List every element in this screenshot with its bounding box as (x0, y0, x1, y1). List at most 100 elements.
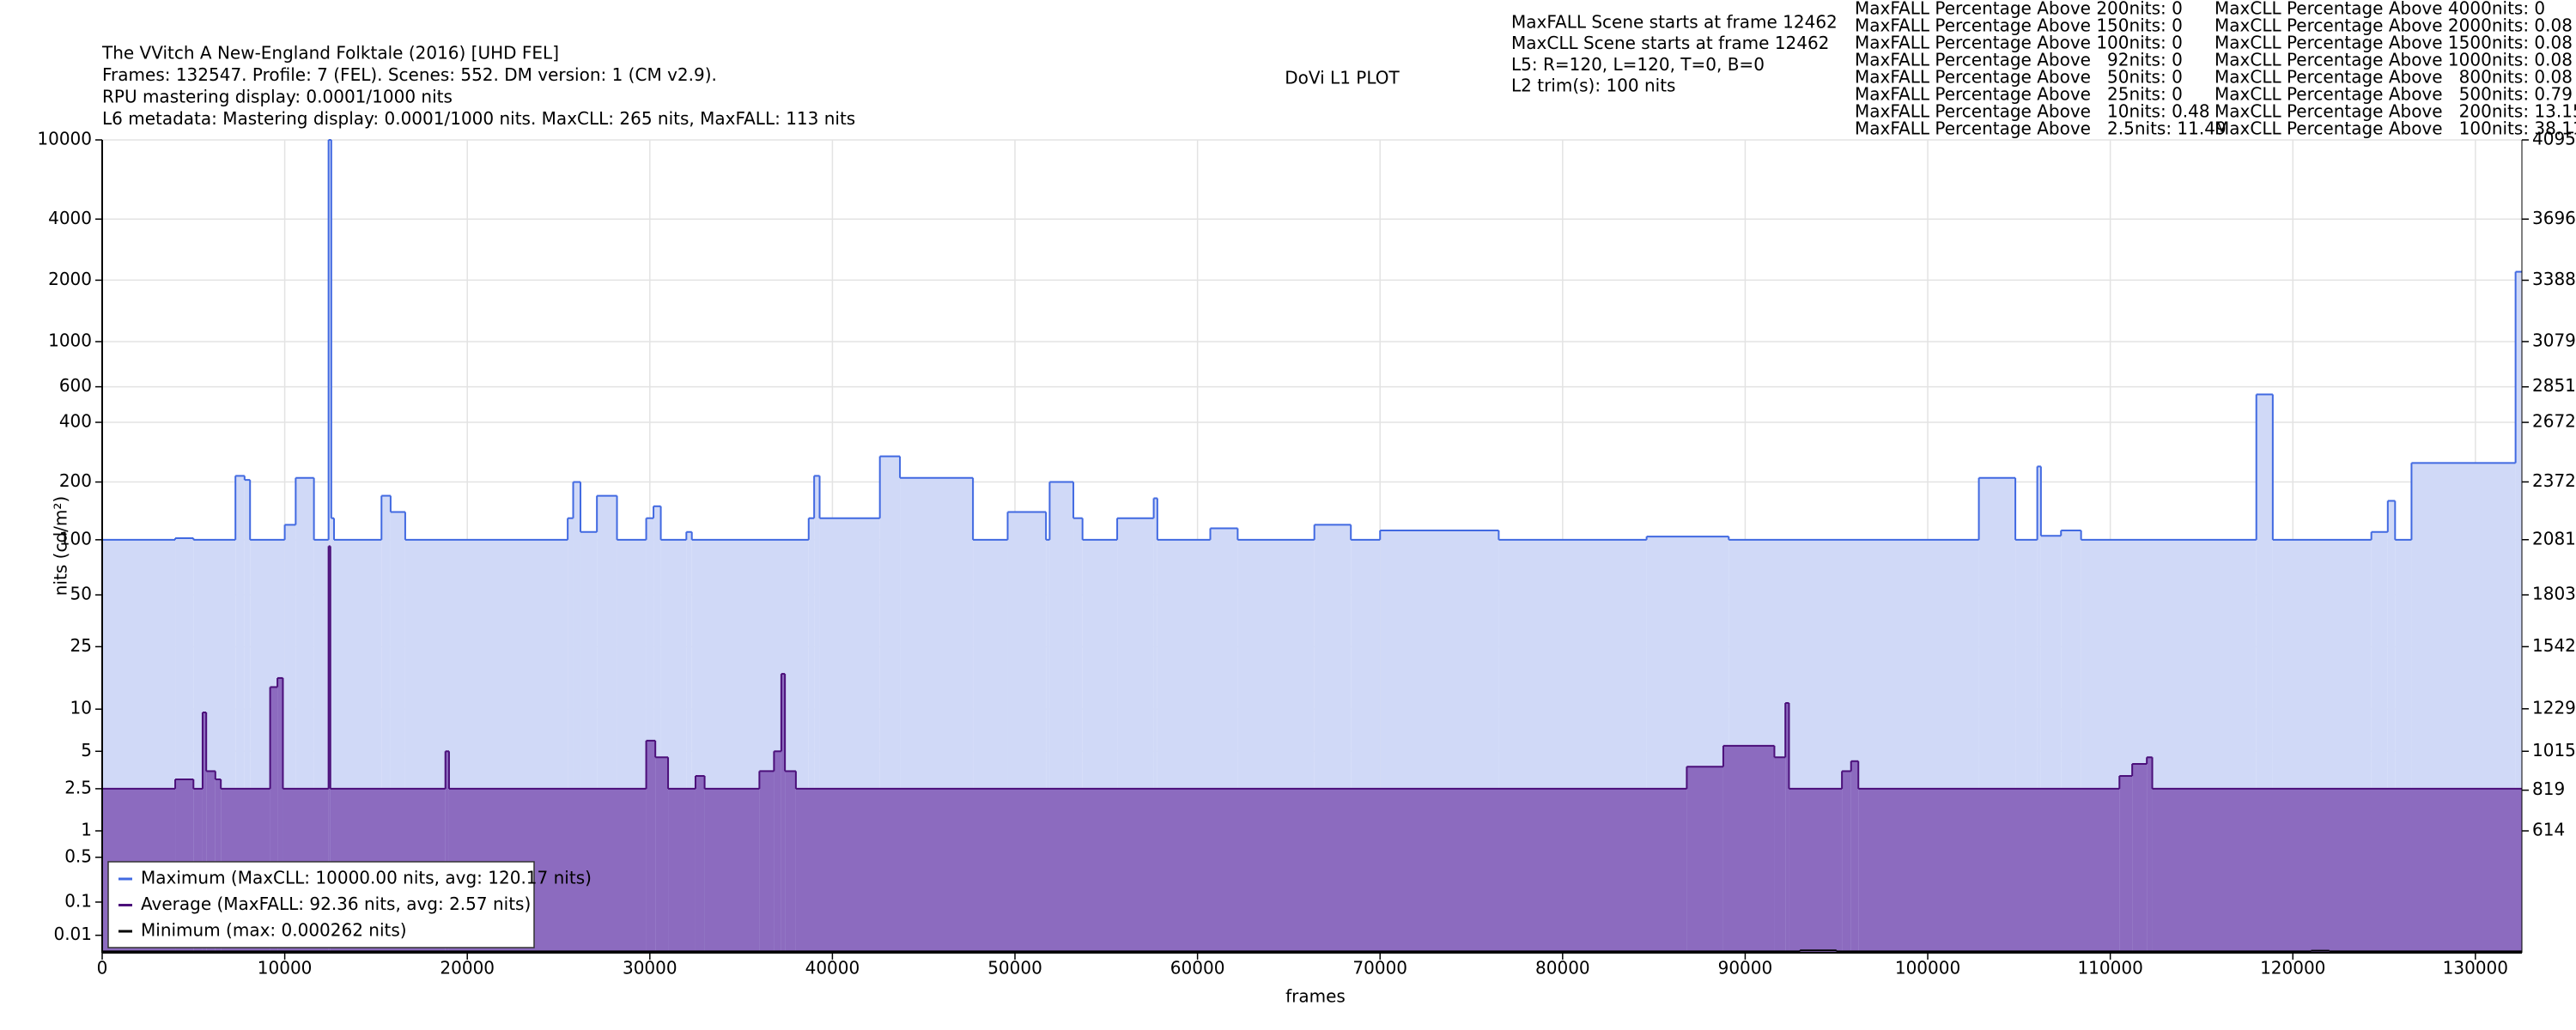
area-segment (655, 757, 669, 953)
y2-tick-label: 1542 (2532, 635, 2576, 656)
info-line: L5: R=120, L=120, T=0, B=0 (1511, 54, 1765, 75)
y2-tick-label: 2081 (2532, 528, 2576, 548)
stat-line: MaxFALL Percentage Above 10nits: 0.48 (1855, 101, 2210, 122)
area-segment (1842, 771, 1851, 953)
y2-tick-label: 3079 (2532, 330, 2576, 350)
info-line: Frames: 132547. Profile: 7 (FEL). Scenes… (102, 64, 717, 85)
area-segment (774, 751, 781, 953)
x-tick-label: 80000 (1535, 958, 1590, 978)
area-segment (668, 788, 696, 953)
stat-line: MaxFALL Percentage Above 2.5nits: 11.49 (1855, 118, 2227, 139)
x-tick-label: 100000 (1895, 958, 1960, 978)
y-tick-label: 0.5 (64, 845, 92, 866)
area-segment (1722, 745, 1775, 953)
stat-line: MaxCLL Percentage Above 200nits: 13.15 (2215, 101, 2576, 122)
stat-line: MaxCLL Percentage Above 2000nits: 0.08 (2215, 15, 2573, 36)
x-tick-label: 20000 (440, 958, 495, 978)
y2-tick-label: 4095 (2532, 129, 2576, 149)
x-tick-label: 130000 (2443, 958, 2508, 978)
area-segment (2152, 788, 2522, 953)
stat-line: MaxFALL Percentage Above 50nits: 0 (1855, 67, 2183, 88)
stat-line: MaxFALL Percentage Above 200nits: 0 (1855, 0, 2183, 19)
area-segment (1686, 766, 1723, 953)
area-segment (2132, 763, 2148, 953)
area-segment (277, 677, 283, 953)
area-segment (568, 518, 574, 953)
stat-line: MaxCLL Percentage Above 1500nits: 0.08 (2215, 33, 2573, 53)
stat-line: MaxCLL Percentage Above 800nits: 0.08 (2215, 67, 2573, 88)
info-line: RPU mastering display: 0.0001/1000 nits (102, 87, 453, 107)
area-segment (1858, 788, 2120, 953)
legend-label: Minimum (max: 0.000262 nits) (141, 920, 407, 941)
y-tick-label: 600 (59, 375, 92, 396)
stat-line: MaxCLL Percentage Above 1000nits: 0.08 (2215, 50, 2573, 70)
y-tick-label: 100 (59, 528, 92, 548)
area-segment (653, 506, 661, 953)
stat-line: MaxCLL Percentage Above 500nits: 0.79 (2215, 84, 2573, 105)
area-segment (759, 771, 775, 953)
y2-tick-label: 819 (2532, 779, 2565, 799)
y2-tick-label: 2851 (2532, 375, 2576, 396)
x-tick-label: 70000 (1352, 958, 1407, 978)
x-tick-label: 10000 (258, 958, 313, 978)
area-segment (381, 495, 391, 953)
area-segment (202, 712, 207, 953)
area-segment (686, 531, 692, 953)
stat-line: MaxFALL Percentage Above 100nits: 0 (1855, 33, 2183, 53)
y-tick-label: 0.1 (64, 890, 92, 911)
area-segment (704, 788, 760, 953)
x-tick-label: 40000 (805, 958, 860, 978)
info-line: MaxFALL Scene starts at frame 12462 (1511, 12, 1838, 33)
legend-label: Maximum (MaxCLL: 10000.00 nits, avg: 120… (141, 868, 592, 888)
y-tick-label: 1000 (48, 330, 92, 351)
area-segment (808, 518, 815, 953)
x-tick-label: 30000 (623, 958, 677, 978)
info-line: The VVitch A New-England Folktale (2016)… (101, 43, 559, 64)
area-segment (328, 546, 331, 953)
area-segment (646, 518, 654, 953)
y-tick-label: 50 (70, 584, 92, 604)
stat-line: MaxFALL Percentage Above 150nits: 0 (1855, 15, 2183, 36)
y2-tick-label: 2672 (2532, 411, 2576, 432)
area-segment (2387, 500, 2396, 953)
y-tick-label: 10000 (37, 129, 92, 149)
y-tick-label: 1 (81, 820, 92, 840)
y-tick-label: 10 (70, 698, 92, 718)
y-tick-label: 0.01 (53, 924, 92, 944)
info-line: L2 trim(s): 100 nits (1511, 76, 1675, 96)
area-segment (1046, 539, 1050, 953)
area-segment (785, 771, 796, 953)
area-segment (1073, 518, 1083, 953)
area-segment (1789, 788, 1843, 953)
y-tick-label: 2000 (48, 269, 92, 289)
area-segment (445, 751, 449, 953)
area-segment (2037, 466, 2041, 953)
y2-tick-label: 3388 (2532, 269, 2576, 289)
area-segment (781, 674, 786, 953)
area-segment (235, 476, 245, 953)
y2-tick-label: 1229 (2532, 697, 2576, 718)
area-segment (1785, 703, 1789, 953)
x-tick-label: 0 (97, 958, 108, 978)
area-segment (2147, 757, 2153, 953)
info-line: MaxCLL Scene starts at frame 12462 (1511, 33, 1829, 53)
stat-line: MaxCLL Percentage Above 100nits: 38.11 (2215, 118, 2576, 139)
y-tick-label: 4000 (48, 208, 92, 228)
area-segment (1850, 760, 1859, 953)
y2-tick-label: 1803 (2532, 584, 2576, 604)
x-tick-label: 120000 (2260, 958, 2325, 978)
area-segment (695, 776, 705, 953)
x-tick-label: 110000 (2077, 958, 2142, 978)
y-tick-label: 400 (59, 411, 92, 432)
area-segment (795, 788, 1687, 953)
legend-box (107, 861, 535, 948)
stat-line: MaxCLL Percentage Above 4000nits: 0 (2215, 0, 2545, 19)
y2-tick-label: 2372 (2532, 470, 2576, 491)
area-segment (814, 476, 820, 953)
x-tick-label: 50000 (987, 958, 1042, 978)
area-segment (331, 518, 335, 953)
chart-title: DoVi L1 PLOT (1285, 68, 1400, 88)
y-tick-label: 2.5 (64, 777, 92, 797)
area-segment (2515, 271, 2522, 954)
step-lines (102, 139, 2522, 953)
